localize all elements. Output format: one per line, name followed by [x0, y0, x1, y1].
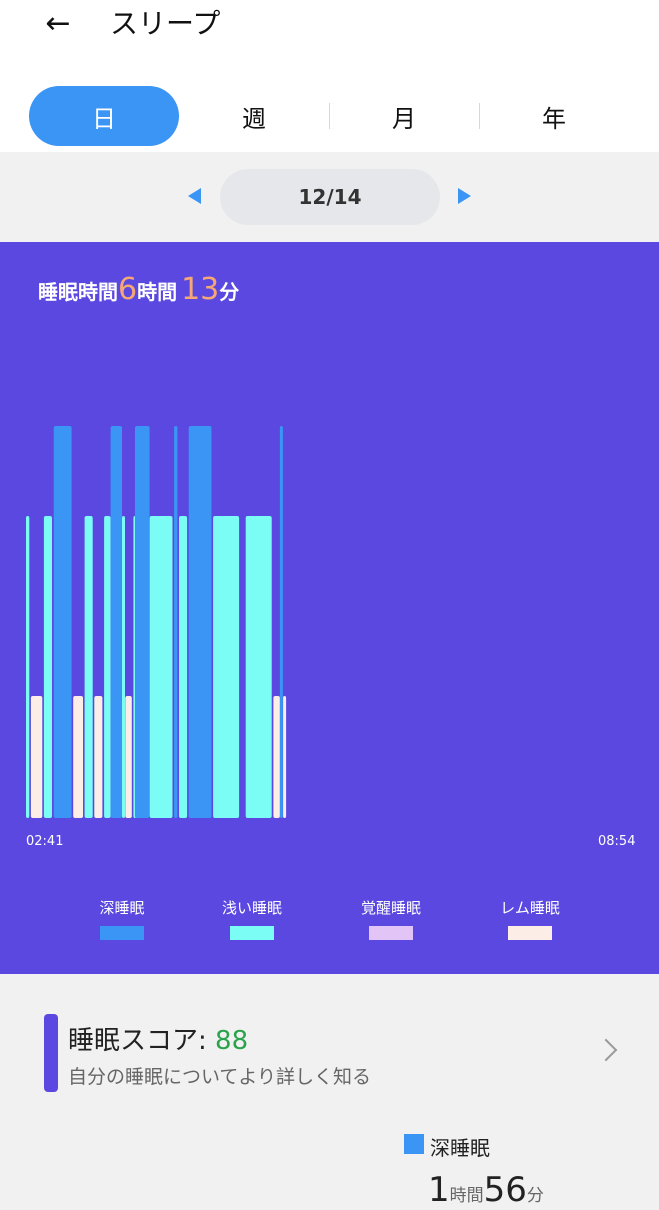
stage-bar-light — [122, 516, 125, 818]
stage-bar-rem — [94, 696, 103, 818]
legend-label: レム睡眠 — [500, 899, 560, 917]
sleep-stage-chart — [26, 426, 287, 818]
legend-item-rem: レム睡眠 — [470, 897, 590, 940]
next-date-icon[interactable] — [458, 188, 471, 204]
stage-bar-light — [213, 516, 240, 818]
legend-label: 深睡眠 — [99, 899, 145, 917]
stage-bar-light — [179, 516, 188, 818]
duration-minutes: 13 — [181, 272, 220, 307]
score-label: 睡眠スコア: — [68, 1026, 216, 1056]
score-title: 睡眠スコア: 88 — [68, 1020, 248, 1057]
deep-minutes: 56 — [483, 1170, 527, 1210]
deep-sleep-label: 深睡眠 — [430, 1136, 490, 1160]
stage-bar-rem — [273, 696, 280, 818]
deep-sleep-value: 1時間56分 — [428, 1170, 544, 1210]
stage-bar-light — [84, 516, 93, 818]
arrow-left-icon[interactable]: ← — [45, 6, 71, 41]
stage-bar-deep — [279, 426, 283, 818]
sleep-duration: 睡眠時間6時間 13分 — [38, 270, 239, 312]
legend-item-light: 浅い睡眠 — [192, 897, 312, 940]
legend-label: 浅い睡眠 — [221, 899, 282, 917]
previous-date-icon[interactable] — [188, 188, 201, 204]
stage-bar-light — [104, 516, 111, 818]
stage-bar-deep — [174, 426, 178, 818]
x-end-label: 08:54 — [598, 834, 636, 849]
deep-sleep-swatch — [404, 1134, 424, 1154]
score-value: 88 — [215, 1026, 249, 1056]
score-subtitle: 自分の睡眠についてより詳しく知る — [68, 1066, 372, 1088]
top-bar: ← スリープ 日 週 月 年 — [0, 0, 659, 152]
stage-bar-rem — [30, 696, 43, 818]
stage-bar-rem — [125, 696, 132, 818]
legend-item-deep: 深睡眠 — [62, 897, 182, 940]
duration-hours: 6 — [118, 272, 138, 307]
legend-swatch — [369, 926, 413, 940]
stage-bar-light — [245, 516, 272, 818]
date-selector[interactable]: 12/14 — [220, 169, 440, 225]
legend-swatch — [100, 926, 144, 940]
deep-minutes-unit: 分 — [526, 1186, 544, 1206]
stage-bar-light — [43, 516, 52, 818]
stage-bar-deep — [53, 426, 72, 818]
stage-bar-light — [149, 516, 173, 818]
tab-year[interactable]: 年 — [542, 104, 566, 133]
chevron-right-icon[interactable] — [594, 1038, 618, 1062]
duration-prefix: 睡眠時間 — [38, 280, 118, 304]
x-start-label: 02:41 — [26, 834, 64, 849]
stage-bar-light — [26, 516, 30, 818]
deep-hours: 1 — [428, 1170, 450, 1210]
tab-day[interactable]: 日 — [29, 86, 179, 146]
duration-minutes-unit: 分 — [219, 280, 240, 304]
stage-bar-deep — [110, 426, 122, 818]
tab-divider — [329, 103, 330, 129]
page-title: スリープ — [110, 7, 221, 40]
chart-legend: 深睡眠 浅い睡眠 覚醒睡眠 レム睡眠 — [0, 897, 659, 947]
stage-bar-rem — [283, 696, 287, 818]
sleep-score-card[interactable]: 睡眠スコア: 88 自分の睡眠についてより詳しく知る 深睡眠 1時間56分 — [0, 974, 659, 1210]
duration-hours-unit: 時間 — [137, 280, 178, 304]
legend-label: 覚醒睡眠 — [360, 899, 421, 917]
legend-item-awake: 覚醒睡眠 — [331, 897, 451, 940]
stage-bar-deep — [188, 426, 212, 818]
stage-bar-rem — [73, 696, 83, 818]
tab-divider — [479, 103, 480, 129]
tab-week[interactable]: 週 — [242, 104, 266, 133]
tab-month[interactable]: 月 — [392, 104, 416, 133]
deep-hours-unit: 時間 — [449, 1186, 484, 1206]
score-accent-bar — [44, 1014, 58, 1092]
date-navigator: 12/14 — [0, 152, 659, 242]
period-tabs: 日 週 月 年 — [0, 86, 659, 146]
legend-swatch — [508, 926, 552, 940]
sleep-chart-panel: 睡眠時間6時間 13分 02:41 08:54 深睡眠 浅い睡眠 覚醒睡眠 レム睡… — [0, 242, 659, 974]
stage-bar-deep — [135, 426, 150, 818]
legend-swatch — [230, 926, 274, 940]
